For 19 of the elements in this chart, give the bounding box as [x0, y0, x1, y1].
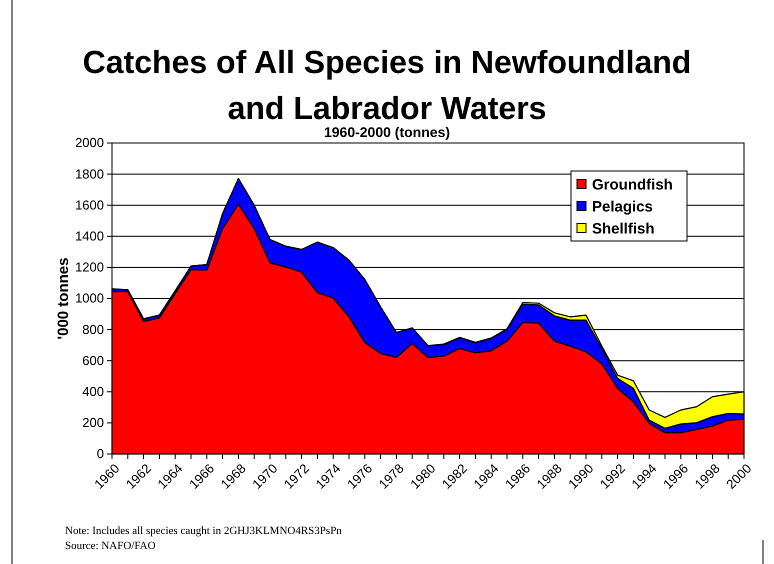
y-tick-label: 0 [96, 446, 104, 462]
y-tick-label: 1800 [75, 166, 104, 182]
legend-label: Pelagics [592, 198, 653, 216]
y-tick-label: 1600 [75, 197, 104, 212]
y-tick-label: 200 [82, 415, 104, 430]
chart-title: Catches of All Species in Newfoundland and Labrador Waters [82, 44, 692, 126]
y-axis-title: '000 tonnes [55, 258, 72, 340]
y-tick-label: 800 [82, 322, 104, 337]
y-tick-label: 1200 [75, 260, 104, 275]
y-tick-label: 2000 [75, 135, 104, 150]
legend-label: Groundfish [592, 176, 673, 194]
y-tick-label: 1000 [75, 290, 104, 306]
y-tick-label: 400 [82, 384, 104, 399]
source-note: Source: NAFO/FAO [65, 540, 156, 552]
legend-label: Shellfish [592, 220, 655, 238]
y-tick-label: 600 [82, 352, 104, 368]
chart-subtitle: 1960-2000 (tonnes) [324, 124, 450, 140]
y-tick-label: 1400 [75, 228, 104, 244]
text: Note: Includes all species caught in 2GHJ3KLMNO4RS3PsPn [65, 525, 342, 537]
